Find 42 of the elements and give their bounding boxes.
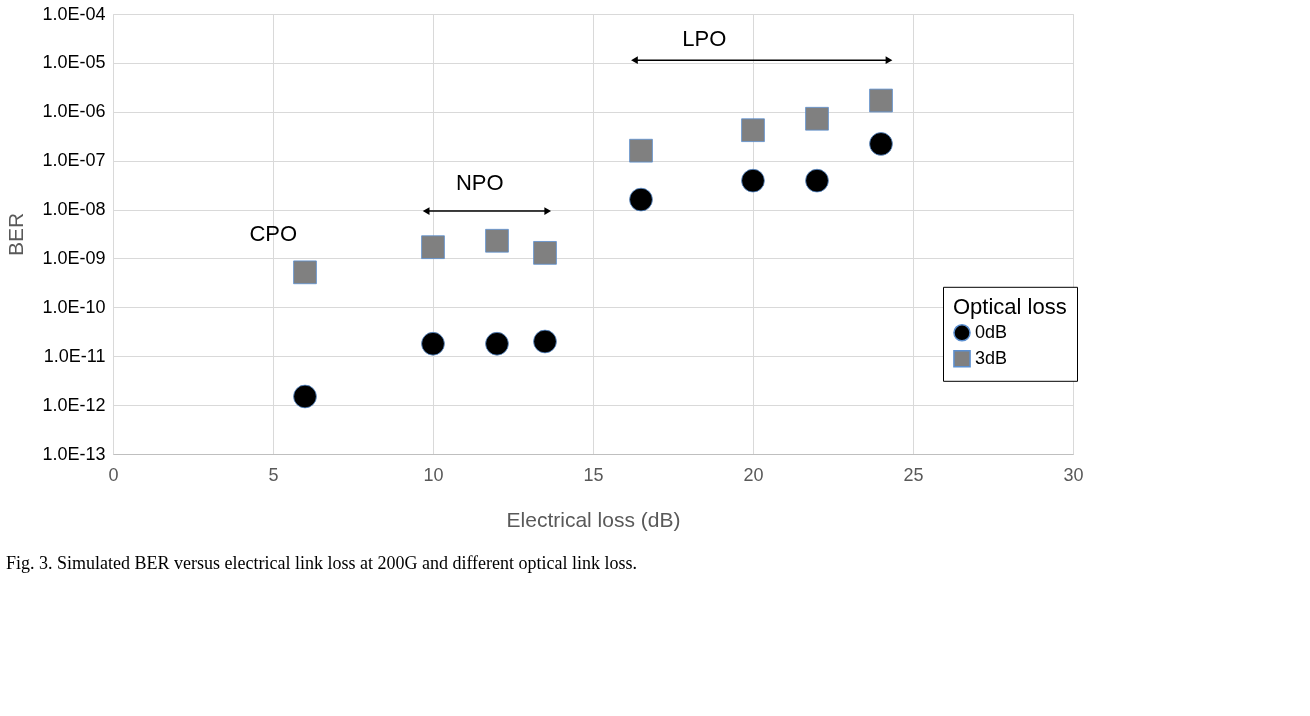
point [741, 168, 765, 193]
annotation: LPO [682, 25, 727, 51]
point [629, 138, 653, 163]
y-tick-label: 1.0E-07 [42, 150, 106, 171]
point [293, 260, 317, 285]
y-tick-label: 1.0E-13 [42, 443, 106, 464]
annotation: CPO [249, 221, 298, 246]
annotation: NPO [455, 170, 504, 196]
x-tick-label: 30 [1063, 464, 1084, 485]
y-tick-label: 1.0E-05 [42, 52, 106, 73]
y-tick-label: 1.0E-10 [42, 296, 106, 317]
y-tick-label: 1.0E-08 [42, 199, 106, 220]
point [421, 235, 445, 259]
legend-label: 3dB [975, 347, 1008, 368]
y-tick-label: 1.0E-11 [43, 345, 106, 366]
caption: Fig. 3. Simulated BER versus electrical link loss at 200G and different optical link loss. [5, 553, 638, 573]
x-tick-label: 5 [268, 464, 279, 485]
x-tick-label: 20 [743, 464, 764, 485]
x-axis-title: Electrical loss (dB) [506, 507, 681, 531]
legend-title: Optical loss [953, 293, 1067, 319]
point [629, 187, 653, 212]
point [485, 228, 509, 253]
point [421, 331, 445, 356]
point [869, 88, 893, 113]
point [805, 168, 829, 193]
point [485, 331, 509, 356]
point [741, 118, 765, 142]
x-tick-label: 25 [903, 464, 924, 485]
y-tick-label: 1.0E-06 [42, 101, 106, 122]
point [869, 132, 893, 156]
y-tick-label: 1.0E-12 [42, 394, 106, 415]
x-tick-label: 15 [583, 464, 604, 485]
x-tick-label: 10 [423, 464, 444, 485]
point [805, 106, 829, 131]
legend-label: 0dB [975, 321, 1008, 342]
y-tick-label: 1.0E-04 [42, 3, 106, 24]
x-tick-label: 0 [108, 464, 119, 485]
point [533, 329, 557, 354]
point [533, 241, 557, 265]
y-axis-title: BER [4, 212, 28, 257]
y-tick-label: 1.0E-09 [42, 247, 106, 268]
point [293, 384, 317, 409]
